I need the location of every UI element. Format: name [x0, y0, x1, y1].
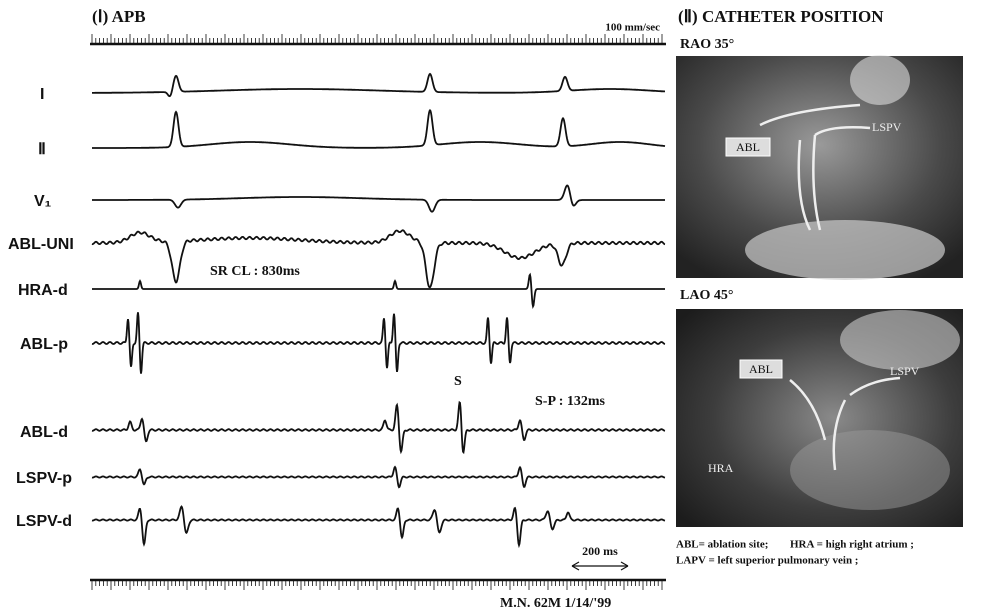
trace: [92, 72, 665, 98]
trace: [91, 400, 666, 455]
trace: [91, 465, 666, 489]
lead-label: HRA-d: [18, 282, 68, 299]
lead-label: ABL-UNI: [8, 236, 74, 253]
scale-label: 200 ms: [582, 544, 618, 558]
trace: [92, 184, 665, 213]
legend: ABL= ablation site;: [676, 539, 768, 551]
legend: HRA = high right atrium ;: [790, 539, 914, 551]
legend: LAPV = left superior pulmonary vein ;: [676, 555, 858, 567]
marker: ABL: [736, 140, 760, 154]
trace: [91, 312, 666, 374]
scale-bar: [571, 561, 629, 571]
lead-label: ABL-d: [20, 424, 68, 441]
footer: M.N. 62M 1/14/'99: [500, 596, 611, 611]
lead-label: LSPV-d: [16, 513, 72, 530]
annotation: SR CL : 830ms: [210, 264, 300, 279]
time-ruler: [90, 34, 666, 590]
fluoro-image: ABL LSPV: [676, 55, 963, 280]
speed: 100 mm/sec: [605, 22, 660, 34]
ruler-ticks: [91, 581, 663, 590]
annotation: S: [454, 374, 462, 389]
annotation: S-P : 132ms: [535, 394, 606, 409]
trace: [91, 505, 666, 549]
traces: [91, 72, 666, 549]
marker: LSPV: [890, 364, 920, 378]
lead-labels: I Ⅱ V₁ ABL-UNI HRA-d ABL-p ABL-d LSPV-p …: [8, 86, 74, 530]
ruler-ticks: [91, 34, 663, 43]
view-label: LAO 45°: [680, 288, 733, 303]
lead-label: ABL-p: [20, 336, 68, 353]
lead-label: V₁: [34, 193, 52, 210]
lead-label: LSPV-p: [16, 470, 72, 487]
lead-label: Ⅱ: [38, 141, 46, 158]
marker: ABL: [749, 362, 773, 376]
panel-title: (Ⅰ) APB: [92, 7, 146, 26]
lead-label: I: [40, 86, 44, 103]
marker: HRA: [708, 461, 734, 475]
fluoro-image: ABL LSPV HRA: [676, 309, 963, 527]
marker: LSPV: [872, 120, 902, 134]
panel-title: (Ⅱ) CATHETER POSITION: [678, 7, 884, 26]
trace: [92, 108, 666, 149]
trace: [92, 272, 665, 310]
view-label: RAO 35°: [680, 37, 734, 52]
trace: [91, 229, 666, 289]
